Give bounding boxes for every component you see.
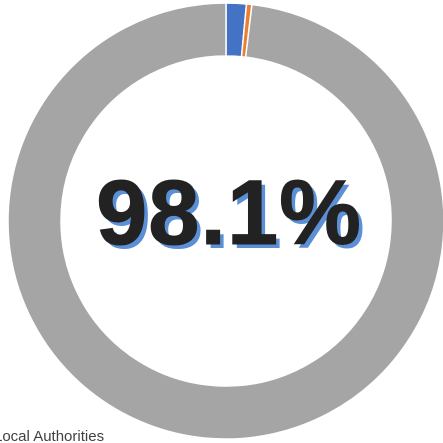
donut-slice — [7, 2, 443, 440]
center-label: 98.1% — [96, 162, 362, 264]
center-label-shadow: 98.1% — [100, 166, 366, 268]
category-label: Local Authorities — [0, 428, 104, 443]
donut — [7, 2, 443, 440]
